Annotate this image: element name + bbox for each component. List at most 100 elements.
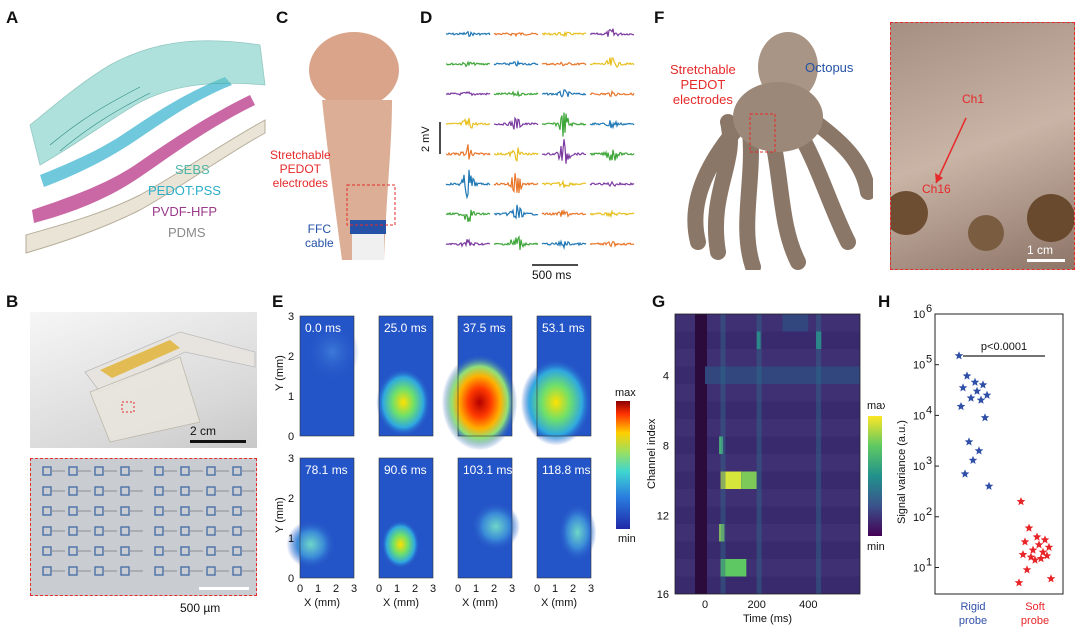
data-point [974, 446, 984, 455]
activation-hotspot [381, 520, 420, 569]
emg-trace [493, 89, 539, 98]
panel-letter-b: B [6, 292, 19, 311]
electrode-pad [206, 486, 216, 496]
electrode-pad [120, 526, 130, 536]
scale-bar-label-1cm: 1 cm [1027, 243, 1054, 257]
channel-row [675, 454, 860, 472]
colorbar-min-label: min [618, 533, 636, 545]
x-axis-label: X (mm) [304, 597, 340, 609]
channel-row [675, 541, 860, 559]
colorbar-max-label: max [867, 400, 885, 412]
y-tick-exponent: 6 [926, 303, 932, 315]
data-point [1044, 542, 1054, 551]
channel-1-label: Ch1 [962, 92, 985, 106]
x-tick-label: 1 [315, 583, 321, 595]
electrode-array-micrograph [30, 458, 257, 596]
y-tick-label: 2 [288, 493, 294, 505]
activation-cell [816, 331, 822, 349]
spatial-heatmaps: 0.0 ms 3 2 1 0 Y (mm) 25.0 ms 37.5 ms 53.1 ms 78.… [270, 306, 650, 636]
channel-row [675, 314, 860, 332]
plot-frame [934, 313, 1064, 595]
electrode-pad [120, 466, 130, 476]
activation-cell [720, 471, 742, 489]
x-axis-label: X (mm) [383, 597, 419, 609]
electrode-pad [68, 546, 78, 556]
electrode-pad [68, 506, 78, 516]
x-tick-label: 0 [702, 599, 708, 611]
x-tick-label: 1 [473, 583, 479, 595]
y-tick-label: 4 [663, 370, 669, 382]
electrode-pad [94, 486, 104, 496]
y-tick-label: 10 [913, 512, 925, 524]
electrode-pad [206, 506, 216, 516]
emg-trace [445, 169, 491, 200]
channel-row [675, 349, 860, 367]
electrode-pad [42, 546, 52, 556]
panel-letter-a: A [6, 8, 19, 27]
electrode-pad [180, 466, 190, 476]
heatmap-border [536, 315, 592, 437]
layer-stack-illustration [20, 25, 270, 280]
x-tick-label: 0 [534, 583, 540, 595]
data-point [956, 402, 966, 411]
electrode-pad [42, 526, 52, 536]
y-tick-exponent: 4 [926, 404, 932, 416]
emg-trace [589, 119, 635, 130]
electrode-pad [232, 486, 242, 496]
y-axis-label: Y (mm) [274, 355, 286, 391]
electrode-pad [94, 466, 104, 476]
emg-traces [418, 22, 646, 287]
electrode-pad [94, 546, 104, 556]
x-tick-label: 2 [333, 583, 339, 595]
panel-letter-d: D [420, 8, 433, 27]
electrode-pad [42, 486, 52, 496]
y-tick-label: 3 [288, 453, 294, 465]
frame-time-label: 37.5 ms [463, 321, 506, 335]
data-point [1026, 552, 1036, 561]
data-point [1022, 565, 1032, 574]
activation-hotspot [376, 368, 431, 436]
panel-letter-g: G [652, 292, 666, 311]
emg-trace [446, 30, 491, 37]
y-axis-label: Channel index [646, 418, 658, 489]
data-point [972, 386, 982, 395]
channel-time-heatmap: 4 8 12 16 Channel index 0 200 400 Time (ms) max mi… [645, 306, 885, 636]
y-tick-label: 0 [288, 573, 294, 585]
electrode-pad [154, 506, 164, 516]
frame-time-label: 53.1 ms [542, 321, 585, 335]
device-photo: 2 cm [30, 312, 257, 448]
electrode-pad [94, 526, 104, 536]
electrode-pad [154, 486, 164, 496]
electrode-pad [180, 546, 190, 556]
emg-trace [493, 116, 539, 130]
group-label-sub: probe [1021, 615, 1049, 627]
signal-variance-chart: 10 6 10 5 10 4 10 3 10 2 10 1 Signal variance (a.u.)… [885, 300, 1080, 638]
y-tick-label: 2 [288, 351, 294, 363]
electrode-pad [206, 566, 216, 576]
emg-trace [445, 209, 491, 222]
x-tick-label: 3 [588, 583, 594, 595]
frame-time-label: 118.8 ms [542, 463, 590, 477]
data-point [1024, 523, 1034, 532]
p-value-label: p<0.0001 [981, 341, 1027, 353]
data-point [1014, 578, 1024, 587]
emg-trace [493, 173, 539, 194]
y-tick-label: 10 [913, 360, 925, 372]
panel-letter-f: F [654, 8, 665, 27]
channel-row [675, 331, 860, 349]
y-tick-label: 10 [913, 410, 925, 422]
emg-trace [445, 144, 491, 160]
y-tick-label: 8 [663, 440, 669, 452]
electrode-pad [68, 526, 78, 536]
heatmap-border [457, 457, 513, 579]
y-tick-exponent: 2 [926, 506, 932, 518]
emg-trace [493, 59, 539, 67]
activation-cell [741, 471, 757, 489]
octopus-electrode-label: Stretchable PEDOT electrodes [670, 62, 736, 107]
electrode-pad [232, 546, 242, 556]
activation-hotspot [305, 322, 360, 382]
electrode-pad [42, 506, 52, 516]
data-point [984, 481, 994, 490]
octopus-photo [668, 22, 873, 270]
layer-label-pedot-pss: PEDOT:PSS [148, 183, 221, 198]
